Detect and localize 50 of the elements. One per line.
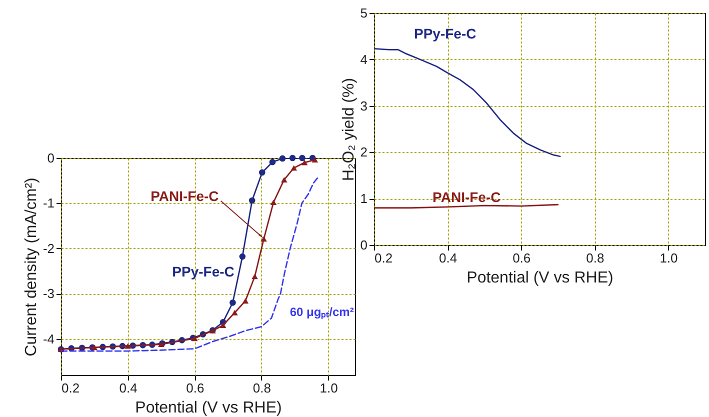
text: PANI-Fe-C xyxy=(150,188,219,204)
point xyxy=(124,343,131,349)
point xyxy=(279,155,286,162)
point xyxy=(269,158,276,166)
y-tick-label: -3 xyxy=(42,286,54,302)
x-axis-title: Potential (V vs RHE) xyxy=(135,400,282,416)
y-axis-title: H₂O₂ yield (%) xyxy=(340,78,358,182)
x-axis-title: Potential (V vs RHE) xyxy=(466,270,614,286)
y-axis-title: Current density (mA/cm²) xyxy=(22,178,40,356)
y-tick-label: 2 xyxy=(360,144,368,160)
y-tick-label: 1 xyxy=(360,191,368,206)
point xyxy=(239,253,246,260)
point xyxy=(270,200,277,206)
y-tick-label: -2 xyxy=(42,240,54,256)
point xyxy=(299,154,306,162)
x-tick-label: 0.6 xyxy=(186,380,204,396)
point xyxy=(258,169,266,176)
point xyxy=(242,298,249,304)
x-tick-label: 1.0 xyxy=(660,250,678,266)
x-tick-label: 0.2 xyxy=(374,250,393,266)
x-tick-label: 0.4 xyxy=(119,380,138,396)
x-tick-label: 0.8 xyxy=(252,380,271,396)
series-label: PPy-Fe-C xyxy=(172,264,234,280)
point xyxy=(290,165,298,171)
y-tick-label: -1 xyxy=(42,196,54,211)
y-tick-label: 0 xyxy=(360,238,368,252)
series-label: PANI-Fe-C xyxy=(432,188,501,205)
x-tick-label: 1.0 xyxy=(320,380,338,396)
point xyxy=(281,176,288,182)
y-tick-label: 3 xyxy=(360,98,368,114)
y-tick-label: 4 xyxy=(360,52,368,67)
point xyxy=(220,322,226,328)
y-tick-label: 0 xyxy=(47,150,54,166)
line-series xyxy=(374,48,561,158)
point xyxy=(301,160,308,166)
point xyxy=(232,310,238,316)
point xyxy=(230,300,236,306)
x-tick-label: 0.6 xyxy=(512,250,531,266)
point xyxy=(260,236,267,242)
point xyxy=(248,197,256,204)
point xyxy=(252,274,258,280)
series-label: PPy-Fe-C xyxy=(414,26,476,42)
y-tick-label: 5 xyxy=(360,6,368,20)
y-tick-label: -4 xyxy=(42,331,54,346)
point xyxy=(312,157,318,163)
series-label: 60 μgₚₜ/cm² xyxy=(290,304,354,320)
x-tick-label: 0.2 xyxy=(62,380,80,396)
point xyxy=(289,154,296,162)
x-tick-label: 0.8 xyxy=(586,250,604,266)
x-tick-label: 0.4 xyxy=(439,250,458,266)
